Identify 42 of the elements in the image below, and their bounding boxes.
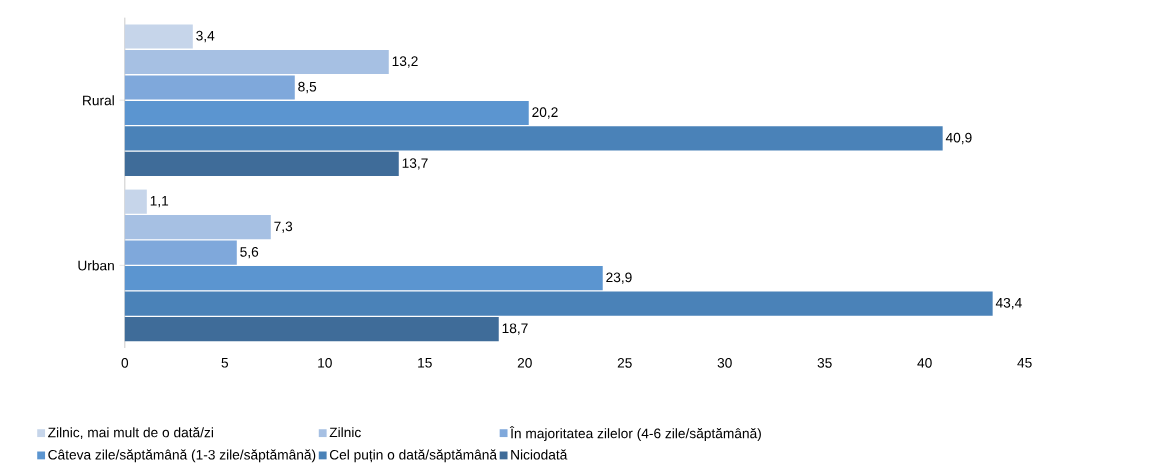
x-tick-label: 25 [617, 358, 632, 368]
data-label: 40,9 [945, 133, 972, 145]
legend-label: Cel puțin o dată/săptămână [329, 449, 498, 463]
x-tick-label: 10 [318, 358, 332, 368]
bar [124, 240, 237, 265]
x-tick-label: 20 [517, 358, 532, 368]
legend-label: Câteva zile/săptămână (1-3 zile/săptămână) [48, 449, 316, 463]
bar [124, 75, 295, 100]
bar [124, 266, 603, 291]
x-tick-label: 40 [917, 358, 932, 368]
bar [124, 50, 389, 75]
data-label: 18,7 [502, 323, 528, 336]
bar [124, 317, 499, 342]
y-tick-label: Urban [78, 260, 114, 271]
bar [124, 189, 147, 214]
data-label: 20,2 [532, 107, 558, 119]
data-label: 43,4 [995, 298, 1022, 310]
bar [124, 152, 399, 177]
data-label: 7,3 [274, 221, 293, 234]
bar [124, 101, 529, 126]
data-label: 5,6 [240, 247, 259, 259]
bar [124, 215, 271, 240]
bar [124, 24, 193, 49]
legend-label: Niciodată [511, 449, 568, 460]
x-tick-label: 30 [717, 358, 732, 368]
legend-label: În majoritatea zilelor (4-6 zile/săptămână) [509, 426, 761, 442]
x-tick-label: 35 [817, 358, 832, 368]
data-label: 13,2 [392, 56, 418, 68]
data-label: 1,1 [150, 196, 169, 208]
data-label: 8,5 [298, 82, 317, 94]
legend-label: Zilnic, mai mult de o dată/zi [48, 427, 213, 440]
data-label: 23,9 [606, 272, 632, 285]
x-tick-label: 0 [121, 358, 129, 368]
x-tick-label: 15 [418, 358, 432, 368]
x-tick-label: 45 [1017, 358, 1032, 368]
bar [124, 291, 993, 316]
legend-label: Zilnic [329, 427, 361, 438]
bar [124, 126, 943, 151]
x-tick-label: 5 [221, 358, 229, 368]
y-tick-label: Rural [83, 95, 114, 106]
data-label: 13,7 [402, 158, 428, 170]
data-label: 3,4 [196, 31, 215, 43]
